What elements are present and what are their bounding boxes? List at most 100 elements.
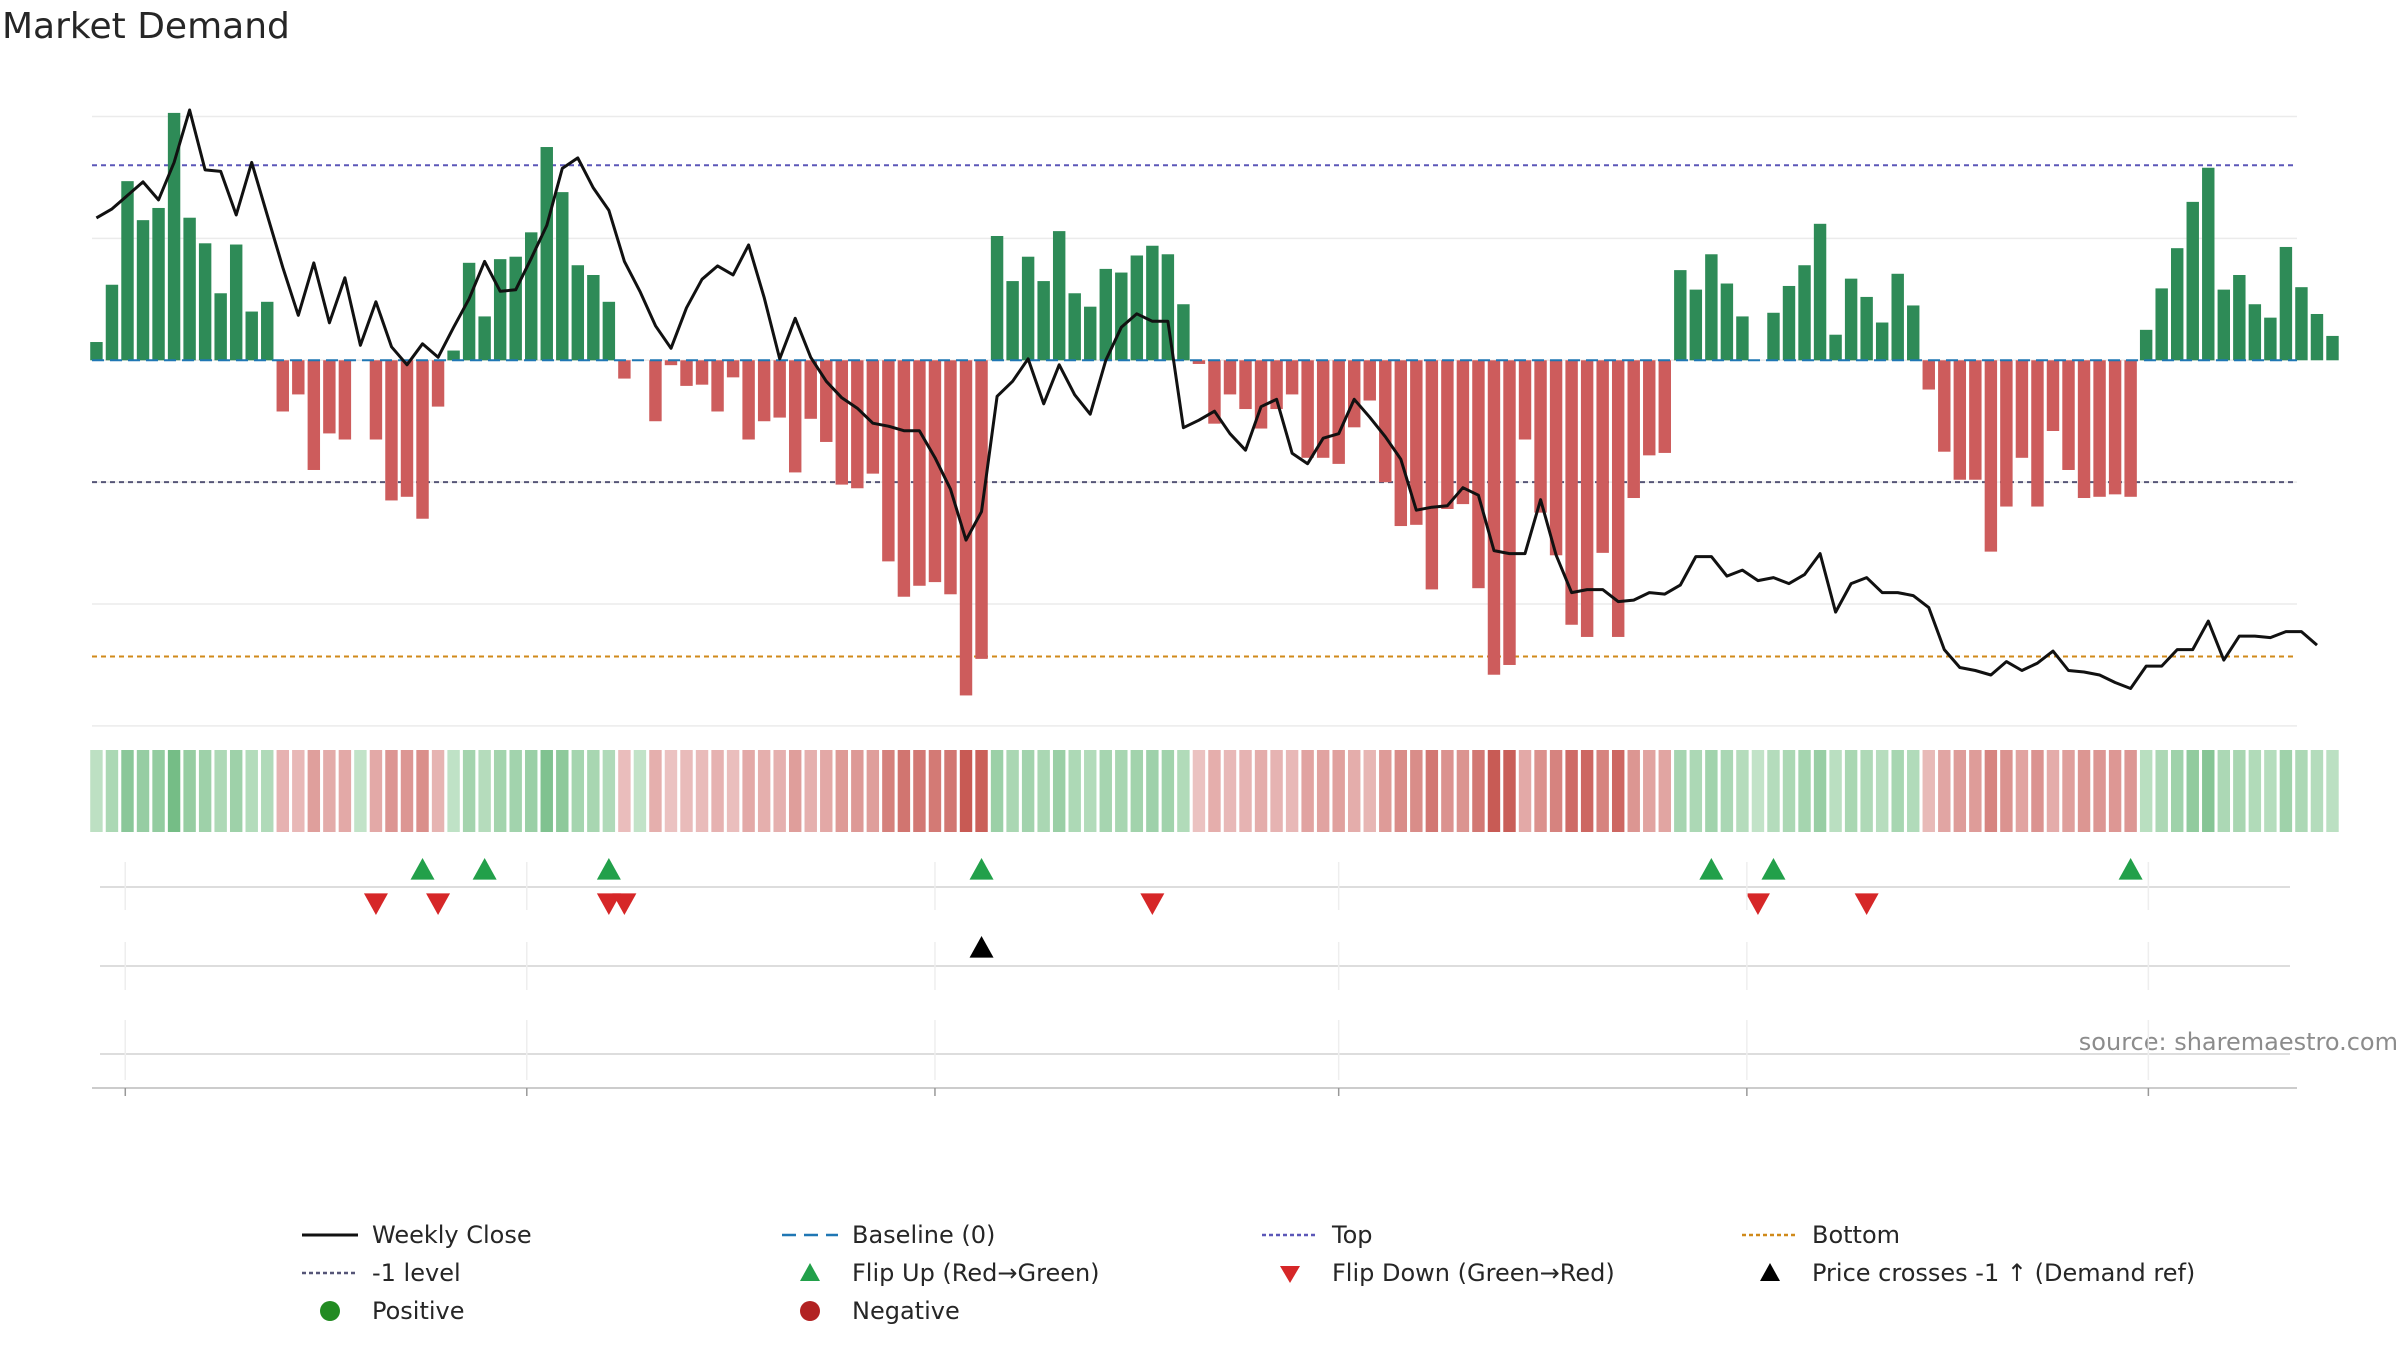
- demand-bar: [1332, 360, 1345, 464]
- demand-bar: [1969, 360, 1982, 480]
- heat-strip-cell: [2248, 750, 2262, 832]
- legend-swatch: [782, 1233, 838, 1237]
- demand-bar: [1115, 272, 1128, 361]
- heat-strip-cell: [1316, 750, 1330, 832]
- heat-strip-cell: [1425, 750, 1439, 832]
- heat-strip-cell: [2326, 750, 2339, 832]
- heat-strip-cell: [1549, 750, 1563, 832]
- heat-strip-cell: [975, 750, 988, 832]
- demand-bar: [90, 342, 103, 361]
- demand-bar: [711, 360, 724, 412]
- demand-bar: [1565, 360, 1578, 625]
- demand-bar: [493, 259, 507, 361]
- demand-bar: [2000, 360, 2013, 507]
- heat-strip-cell: [1223, 750, 1237, 832]
- legend-item: Negative: [780, 1294, 960, 1328]
- demand-bar: [1891, 273, 1904, 361]
- heat-strip-cell: [788, 750, 802, 832]
- demand-bar: [1425, 360, 1439, 590]
- heat-strip-cell: [913, 750, 926, 832]
- heat-strip-cell: [2077, 750, 2091, 832]
- heat-strip-cell: [1518, 750, 1532, 832]
- demand-bar: [1844, 278, 1858, 361]
- heat-strip-cell: [1798, 750, 1811, 832]
- flip-up-marker: [596, 858, 621, 880]
- demand-bar: [1394, 360, 1408, 527]
- demand-bar: [1441, 360, 1454, 509]
- demand-bar: [2186, 201, 2199, 361]
- heat-strip-cell: [866, 750, 880, 832]
- demand-bar: [2326, 335, 2339, 361]
- heat-strip-cell: [1565, 750, 1578, 832]
- heat-strip-cell: [2139, 750, 2153, 832]
- demand-bar: [1658, 360, 1671, 453]
- heat-strip-cell: [1534, 750, 1547, 832]
- demand-bar: [1301, 360, 1314, 458]
- demand-bar: [2077, 360, 2091, 499]
- heat-strip-cell: [478, 750, 491, 832]
- demand-bar: [649, 360, 662, 422]
- demand-bar: [897, 360, 911, 597]
- demand-bar: [2015, 360, 2029, 458]
- heat-strip-cell: [1907, 750, 1920, 832]
- heat-strip-cell: [323, 750, 336, 832]
- legend-label: Bottom: [1812, 1221, 1901, 1249]
- heat-strip-cell: [214, 750, 227, 832]
- heat-strip-cell: [1705, 750, 1718, 832]
- heat-strip-cell: [1052, 750, 1066, 832]
- heat-strip-cell: [198, 750, 212, 832]
- heat-strip-cell: [229, 750, 243, 832]
- heat-strip-cell: [1456, 750, 1470, 832]
- demand-bar: [571, 265, 585, 361]
- demand-bar: [245, 311, 258, 361]
- legend-label: -1 level: [372, 1259, 461, 1287]
- heat-strip-cell: [1254, 750, 1268, 832]
- heat-strip-cell: [633, 750, 647, 832]
- heat-strip-cell: [1611, 750, 1625, 832]
- heat-strip-cell: [1487, 750, 1501, 832]
- demand-bar: [2248, 304, 2262, 361]
- demand-bar: [1348, 360, 1361, 428]
- legend-item: Bottom: [1740, 1218, 1900, 1252]
- legend-item: Weekly Close: [300, 1218, 532, 1252]
- weekly-close-line: [95, 108, 2318, 690]
- heat-strip-cell: [354, 750, 367, 832]
- demand-bar: [1720, 283, 1734, 361]
- demand-bar: [307, 360, 321, 470]
- demand-bar: [2202, 167, 2215, 361]
- heat-strip-cell: [1922, 750, 1935, 832]
- demand-bar: [1177, 304, 1190, 361]
- demand-bar: [1130, 255, 1144, 361]
- demand-bar: [276, 360, 289, 412]
- demand-bar: [1922, 360, 1935, 390]
- demand-bar: [1549, 360, 1563, 556]
- demand-bar: [990, 235, 1004, 361]
- demand-bar: [447, 350, 460, 361]
- heat-strip-cell: [1891, 750, 1904, 832]
- heat-strip-cell: [1146, 750, 1159, 832]
- legend-item: Price crosses -1 ↑ (Demand ref): [1740, 1256, 2195, 1290]
- demand-bar: [1503, 360, 1516, 665]
- heat-strip-cell: [1984, 750, 1998, 832]
- heat-strip-cell: [711, 750, 724, 832]
- heat-strip-cell: [820, 750, 833, 832]
- heat-strip-cell: [1813, 750, 1827, 832]
- demand-bar: [2233, 274, 2246, 361]
- heat-strip-cell: [804, 750, 817, 832]
- demand-bar: [2062, 360, 2075, 470]
- demand-bar: [1596, 360, 1609, 553]
- heat-strip-cell: [1208, 750, 1221, 832]
- heat-strip-cell: [385, 750, 398, 832]
- heat-strip-cell: [167, 750, 181, 832]
- legend-item: -1 level: [300, 1256, 461, 1290]
- heat-strip-cell: [431, 750, 445, 832]
- demand-bar: [602, 301, 616, 361]
- flip-up-marker: [2118, 858, 2143, 880]
- legend-triangle-up-swatch: [800, 1263, 820, 1281]
- heat-strip-cell: [680, 750, 693, 832]
- heat-strip-cell: [1068, 750, 1081, 832]
- demand-bar: [1875, 322, 1889, 361]
- heat-strip-cell: [571, 750, 585, 832]
- heat-strip-cell: [1021, 750, 1035, 832]
